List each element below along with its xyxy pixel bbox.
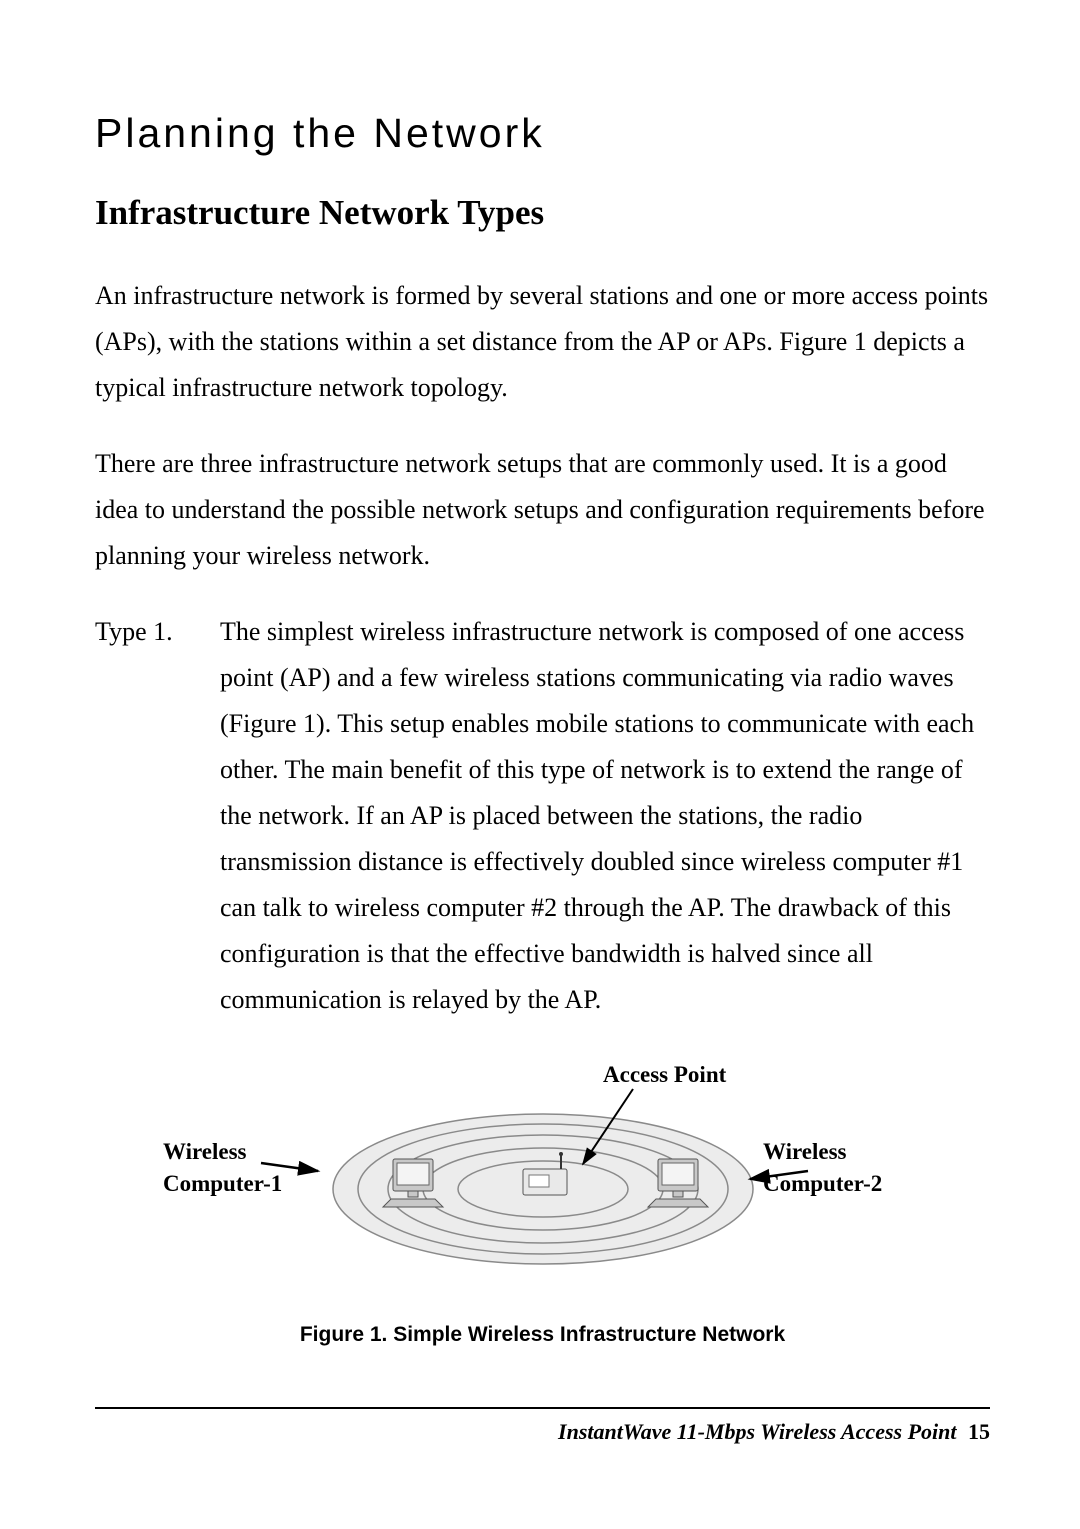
intro-paragraph-2: There are three infrastructure network s… <box>95 441 990 579</box>
type-1-label: Type 1. <box>95 609 220 1023</box>
svg-text:Wireless: Wireless <box>763 1139 847 1164</box>
page-footer: InstantWave 11-Mbps Wireless Access Poin… <box>95 1419 990 1445</box>
svg-text:Access Point: Access Point <box>603 1062 727 1087</box>
intro-paragraph-1: An infrastructure network is formed by s… <box>95 273 990 411</box>
type-1-block: Type 1. The simplest wireless infrastruc… <box>95 609 990 1023</box>
document-page: Planning the Network Infrastructure Netw… <box>0 0 1080 1505</box>
svg-text:Computer-1: Computer-1 <box>163 1171 282 1196</box>
footer-page-number: 15 <box>968 1419 990 1444</box>
figure-1: Access PointWirelessComputer-1WirelessCo… <box>95 1059 990 1347</box>
page-title-h1: Planning the Network <box>95 110 990 157</box>
footer-product: InstantWave 11-Mbps Wireless Access Poin… <box>558 1419 956 1444</box>
figure-caption: Figure 1. Simple Wireless Infrastructure… <box>95 1323 990 1347</box>
type-1-body: The simplest wireless infrastructure net… <box>220 609 990 1023</box>
svg-text:Wireless: Wireless <box>163 1139 247 1164</box>
footer-rule <box>95 1407 990 1409</box>
network-diagram-svg: Access PointWirelessComputer-1WirelessCo… <box>103 1059 983 1289</box>
section-title-h2: Infrastructure Network Types <box>95 193 990 233</box>
